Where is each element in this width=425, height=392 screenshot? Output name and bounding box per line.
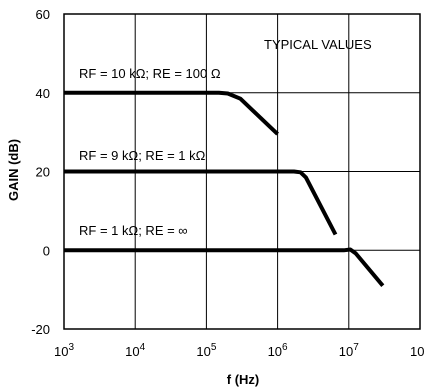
x-axis-title: f (Hz)	[227, 372, 260, 387]
series-line-1	[64, 90, 279, 136]
typical-values-annotation: TYPICAL VALUES	[264, 37, 372, 52]
y-tick-label: 0	[43, 243, 50, 258]
series-line-3	[64, 247, 385, 287]
y-axis-title: GAIN (dB)	[6, 139, 21, 201]
x-tick-label: 105	[196, 342, 216, 359]
series-line-2	[64, 169, 338, 236]
y-tick-labels: -20 0 20 40 60	[31, 7, 50, 337]
y-tick-label: 20	[36, 165, 50, 180]
y-tick-label: -20	[31, 322, 50, 337]
y-tick-label: 60	[36, 7, 50, 22]
x-tick-label: 106	[268, 342, 288, 359]
x-tick-label: 103	[54, 342, 74, 359]
series-curves	[64, 90, 385, 287]
x-tick-labels: 103 104 105 106 107 108	[54, 342, 425, 359]
series-label-1: RF = 10 kΩ; RE = 100 Ω	[79, 66, 221, 81]
x-tick-label: 108	[410, 342, 425, 359]
x-tick-label: 107	[339, 342, 359, 359]
series-label-3: RF = 1 kΩ; RE = ∞	[79, 223, 188, 238]
series-label-2: RF = 9 kΩ; RE = 1 kΩ	[79, 148, 206, 163]
y-tick-label: 40	[36, 86, 50, 101]
series-labels: RF = 10 kΩ; RE = 100 Ω RF = 9 kΩ; RE = 1 …	[79, 66, 221, 238]
x-tick-label: 104	[125, 342, 145, 359]
